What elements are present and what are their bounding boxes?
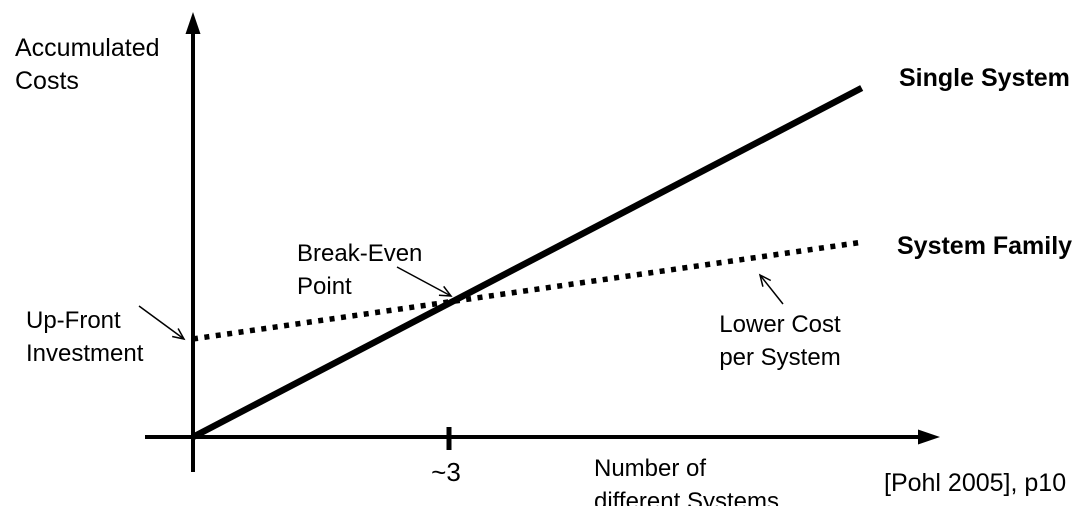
up-front-investment-arrow-icon [138, 305, 186, 341]
series-label-single-system: Single System [899, 64, 1070, 92]
up-front-investment-annotation: Up-Front Investment [26, 307, 144, 367]
break-even-point-arrow-icon [396, 266, 453, 297]
lower-cost-annotation: Lower Cost per System [719, 311, 841, 371]
x-axis-arrowhead-icon [918, 429, 940, 445]
single-system-line [191, 85, 864, 440]
break-even-annotation: Break-Even Point [297, 240, 423, 300]
y-axis-label: Accumulated Costs [15, 34, 160, 95]
series-lines [191, 85, 864, 440]
lower-cost-arrow-icon [758, 273, 784, 305]
y-axis-arrowhead-icon [185, 12, 201, 34]
series-label-system-family: System Family [897, 232, 1073, 260]
tick-label-3: ~3 [431, 457, 461, 487]
citation: [Pohl 2005], p10 [884, 469, 1067, 497]
system-family-line [192, 239, 863, 342]
x-axis-label: Number of different Systems [594, 455, 779, 506]
